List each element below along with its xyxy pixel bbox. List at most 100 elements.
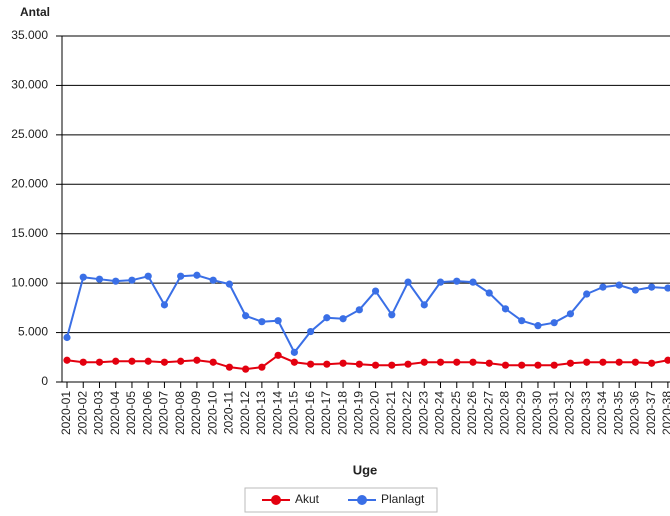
x-tick-label: 2020-34	[595, 391, 609, 435]
x-tick-label: 2020-27	[481, 391, 495, 435]
x-tick-label: 2020-29	[514, 391, 528, 435]
point	[648, 359, 656, 367]
point	[469, 358, 477, 366]
point	[274, 351, 282, 359]
x-tick-label: 2020-18	[335, 391, 349, 435]
x-tick-label: 2020-22	[400, 391, 414, 435]
x-tick-label: 2020-11	[222, 391, 236, 434]
x-tick-label: 2020-23	[416, 391, 430, 435]
point	[112, 277, 120, 285]
point	[209, 358, 217, 366]
point	[664, 284, 670, 292]
point	[453, 358, 461, 366]
point	[485, 359, 493, 367]
point	[63, 356, 71, 364]
x-tick-label: 2020-09	[189, 391, 203, 435]
x-tick-label: 2020-36	[628, 391, 642, 435]
series-line	[66, 354, 669, 371]
point	[420, 358, 428, 366]
x-tick-label: 2020-26	[465, 391, 479, 435]
point	[615, 281, 623, 289]
point	[534, 361, 542, 369]
x-tick-label: 2020-35	[611, 391, 625, 435]
point	[95, 275, 104, 283]
point	[355, 306, 363, 314]
legend-label: Akut	[295, 492, 320, 506]
point	[371, 287, 380, 295]
point	[128, 276, 136, 284]
point	[307, 360, 315, 368]
point	[436, 358, 445, 366]
x-tick-label: 2020-04	[108, 391, 122, 435]
x-tick-label: 2020-13	[254, 391, 268, 435]
point	[177, 272, 185, 280]
point	[323, 360, 331, 368]
x-tick-label: 2020-12	[238, 391, 252, 435]
point	[404, 278, 412, 286]
x-tick-label: 2020-30	[530, 391, 544, 435]
point	[566, 359, 575, 367]
point	[209, 276, 217, 284]
point	[388, 311, 396, 319]
point	[534, 322, 542, 330]
x-tick-label: 2020-19	[351, 391, 365, 435]
y-axis-label: Antal	[20, 5, 50, 19]
point	[225, 280, 233, 288]
y-tick-label: 5.000	[18, 325, 48, 339]
point	[501, 361, 510, 369]
point	[388, 361, 396, 369]
point	[518, 361, 526, 369]
point	[323, 314, 331, 322]
y-tick-label: 15.000	[11, 226, 48, 240]
x-tick-label: 2020-03	[92, 391, 106, 435]
series-line	[66, 274, 668, 355]
x-tick-label: 2020-02	[75, 391, 89, 435]
x-tick-label: 2020-01	[59, 391, 73, 435]
point	[242, 312, 250, 320]
x-tick-label: 2020-32	[563, 391, 577, 435]
point	[79, 273, 87, 281]
x-tick-label: 2020-20	[368, 391, 382, 435]
legend-label: Planlagt	[381, 492, 425, 506]
point	[550, 319, 558, 327]
point	[242, 365, 250, 373]
point	[290, 348, 298, 356]
point	[339, 359, 347, 367]
y-tick-label: 20.000	[11, 176, 48, 190]
point	[160, 358, 169, 366]
x-tick-label: 2020-24	[433, 391, 447, 435]
legend: Akut Planlagt	[262, 492, 425, 506]
x-tick-label: 2020-17	[319, 391, 333, 435]
point	[160, 301, 169, 309]
point	[583, 358, 591, 366]
x-tick-label: 2020-05	[124, 391, 138, 435]
legend-marker	[357, 495, 367, 505]
x-tick-label: 2020-21	[384, 391, 398, 435]
point	[225, 363, 233, 371]
point	[144, 272, 152, 280]
point	[307, 327, 315, 336]
point	[501, 305, 510, 313]
point	[95, 358, 104, 366]
point	[404, 360, 412, 368]
x-tick-label: 2020-07	[157, 391, 171, 435]
x-tick-label: 2020-15	[287, 391, 301, 435]
x-tick-label: 2020-33	[579, 391, 593, 435]
point	[371, 361, 380, 369]
point	[420, 301, 428, 309]
y-tick-label: 30.000	[11, 78, 48, 92]
point	[274, 317, 282, 325]
point	[258, 363, 266, 371]
point	[290, 358, 298, 366]
x-tick-label: 2020-06	[140, 391, 154, 435]
point	[599, 358, 607, 366]
x-tick-label: 2020-38	[660, 391, 670, 435]
point	[355, 360, 363, 368]
point	[193, 356, 201, 364]
point	[599, 283, 607, 291]
y-tick-label: 25.000	[11, 127, 48, 141]
y-tick-label: 35.000	[11, 28, 48, 42]
point	[193, 271, 201, 279]
point	[177, 357, 185, 365]
